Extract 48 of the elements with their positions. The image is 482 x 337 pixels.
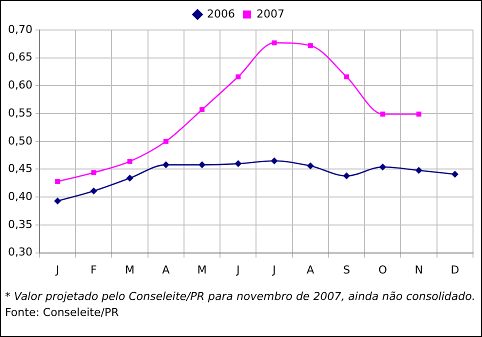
x-tick-label: J <box>236 263 240 276</box>
point <box>416 112 422 117</box>
point <box>90 187 98 194</box>
point <box>234 160 242 168</box>
y-tick-label: 0,50 <box>8 134 32 148</box>
point <box>379 164 386 171</box>
y-tick-label: 0,40 <box>8 190 32 203</box>
point <box>55 179 60 184</box>
x-tick-label: M <box>125 263 135 276</box>
y-tick-label: 0,60 <box>8 78 32 92</box>
y-tick-label: 0,70 <box>8 22 32 36</box>
point <box>200 107 205 112</box>
x-tick-label: O <box>378 263 388 276</box>
point <box>344 74 350 80</box>
point <box>270 157 278 164</box>
point <box>236 74 241 80</box>
source-note: Fonte: Conseleite/PR <box>5 305 120 321</box>
point <box>198 161 206 168</box>
x-tick-label: N <box>414 263 423 276</box>
point <box>162 161 170 168</box>
point <box>91 170 96 176</box>
point <box>415 166 422 174</box>
x-tick-label: S <box>343 263 350 276</box>
x-tick-label: A <box>162 263 170 276</box>
y-tick-label: 0,35 <box>8 218 32 231</box>
point <box>308 43 313 48</box>
point <box>380 112 386 117</box>
point <box>127 158 132 164</box>
point <box>343 172 350 180</box>
legend-label: 2007 <box>256 7 284 20</box>
text: * Valor projetado pelo Conseleite/PR para novembro de 2007, ainda não consolidado. <box>5 289 476 305</box>
y-tick-label: 0,30 <box>8 246 32 259</box>
legend-label: 2006 <box>207 7 236 20</box>
point <box>272 40 277 46</box>
y-tick-label: 0,45 <box>8 162 32 176</box>
x-tick-label: D <box>450 263 460 276</box>
point <box>306 162 314 170</box>
point <box>54 198 62 204</box>
point <box>163 138 168 144</box>
x-tick-label: M <box>197 263 207 276</box>
x-tick-label: A <box>306 263 315 276</box>
x-tick-label: F <box>90 263 97 276</box>
point <box>126 174 134 182</box>
x-tick-label: J <box>272 263 276 276</box>
y-tick-label: 0,55 <box>8 106 32 120</box>
x-tick-label: J <box>54 263 60 276</box>
y-tick-label: 0,65 <box>8 50 32 64</box>
point <box>451 170 458 178</box>
